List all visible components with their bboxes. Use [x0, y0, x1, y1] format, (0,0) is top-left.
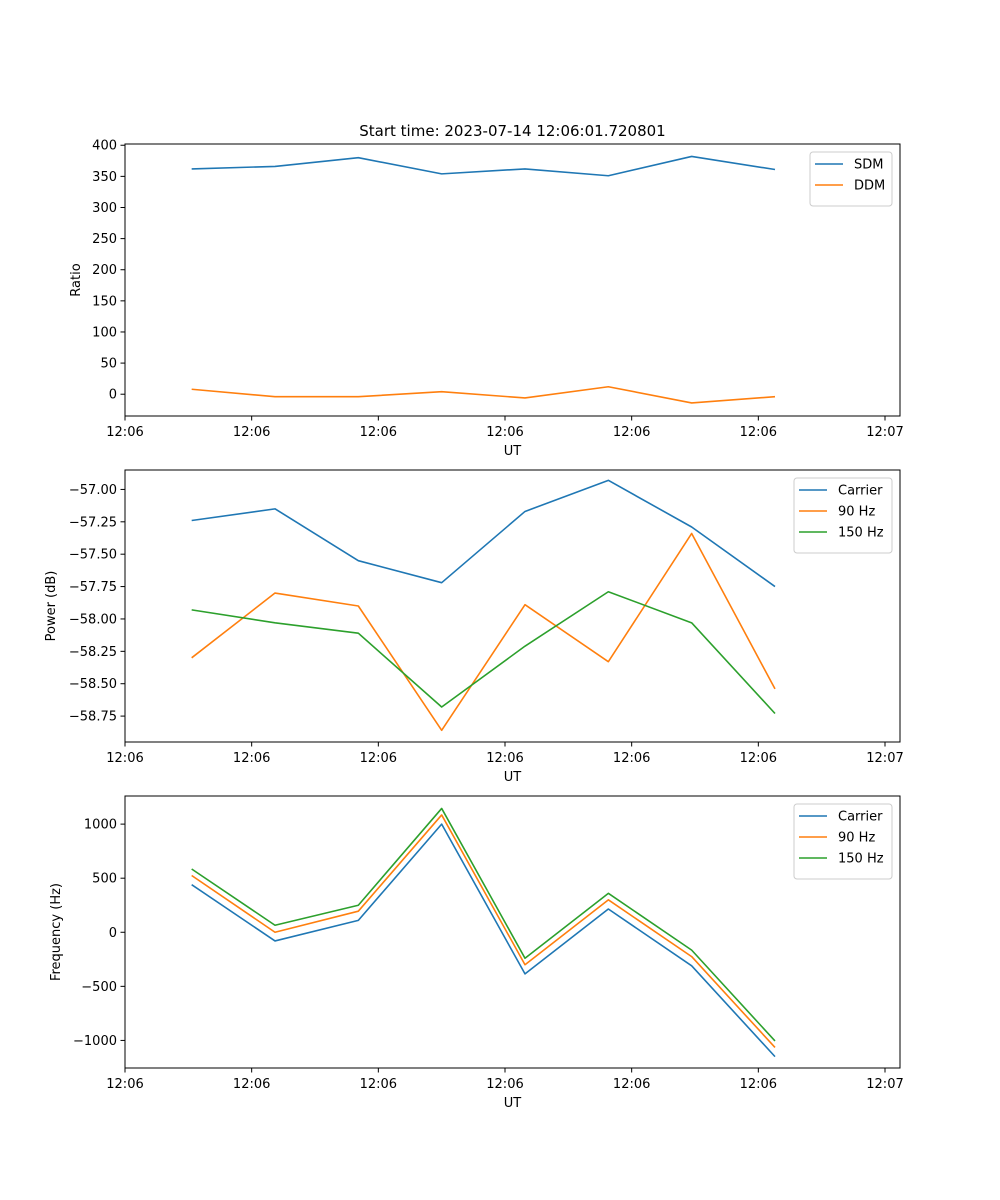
y-tick-label: 200	[92, 263, 117, 278]
y-tick-label: 150	[92, 294, 117, 309]
y-tick-label: −500	[81, 980, 117, 995]
y-tick-label: 250	[92, 232, 117, 247]
y-tick-label: 500	[92, 872, 117, 887]
axes-frame	[124, 143, 901, 417]
x-tick-label: 12:06	[613, 425, 650, 440]
x-tick-label: 12:07	[866, 425, 903, 440]
series-line-ddm	[191, 385, 776, 404]
x-axis-label: UT	[504, 444, 522, 459]
subplot-3: 12:06 12:06 12:06 12:06 12:06 12:06 12:07 −1000…	[49, 795, 904, 1111]
x-tick-label: 12:07	[866, 751, 903, 766]
x-tick-label: 12:06	[233, 751, 270, 766]
x-tick-label: 12:06	[106, 1077, 143, 1092]
series-line-90-hz	[191, 814, 776, 1048]
series-line-150-hz	[191, 590, 776, 715]
legend-box	[793, 803, 893, 880]
y-tick-label: −1000	[73, 1034, 117, 1049]
x-tick-label: 12:06	[486, 425, 523, 440]
legend-label: Carrier	[838, 810, 883, 825]
legend-label: 90 Hz	[838, 505, 875, 520]
x-tick-label: 12:06	[360, 1077, 397, 1092]
x-tick-label: 12:06	[613, 751, 650, 766]
y-tick-label: −58.75	[69, 710, 117, 725]
legend-box	[793, 477, 893, 554]
y-tick-label: −57.25	[69, 515, 117, 530]
y-tick-label: −58.00	[69, 612, 117, 627]
series-line-carrier	[191, 479, 776, 588]
y-tick-label: 400	[92, 139, 117, 154]
x-axis-label: UT	[504, 1096, 522, 1111]
x-tick-label: 12:06	[740, 425, 777, 440]
x-tick-label: 12:06	[486, 1077, 523, 1092]
chart-title: Start time: 2023-07-14 12:06:01.720801	[359, 122, 665, 140]
series-line-sdm	[191, 155, 776, 177]
legend-box	[809, 151, 893, 207]
y-tick-label: 0	[109, 926, 117, 941]
x-tick-label: 12:06	[486, 751, 523, 766]
legend-label: DDM	[854, 179, 885, 194]
axes-frame	[124, 469, 901, 743]
y-tick-label: 0	[109, 388, 117, 403]
y-tick-label: −57.75	[69, 580, 117, 595]
y-tick-label: 1000	[84, 818, 117, 833]
y-tick-label: −57.00	[69, 483, 117, 498]
y-tick-label: −58.25	[69, 645, 117, 660]
subplot-1: 12:06 12:06 12:06 12:06 12:06 12:06 12:07 0 50 10…	[69, 139, 904, 459]
y-tick-label: −58.50	[69, 677, 117, 692]
legend: Carrier 90 Hz 150 Hz	[793, 803, 893, 880]
x-tick-label: 12:06	[740, 1077, 777, 1092]
y-tick-label: −57.50	[69, 548, 117, 563]
legend-label: 90 Hz	[838, 831, 875, 846]
series-line-90-hz	[191, 532, 776, 732]
x-tick-label: 12:06	[360, 425, 397, 440]
x-tick-label: 12:06	[740, 751, 777, 766]
legend: Carrier 90 Hz 150 Hz	[793, 477, 893, 554]
x-tick-label: 12:06	[233, 425, 270, 440]
x-axis-label: UT	[504, 770, 522, 785]
y-axis-label: Power (dB)	[44, 571, 59, 642]
series-line-carrier	[191, 823, 776, 1058]
y-tick-label: 50	[100, 357, 117, 372]
x-tick-label: 12:07	[866, 1077, 903, 1092]
x-tick-label: 12:06	[106, 425, 143, 440]
subplots: 12:06 12:06 12:06 12:06 12:06 12:06 12:07 0 50 10…	[44, 139, 904, 1111]
x-tick-label: 12:06	[360, 751, 397, 766]
y-axis-label: Frequency (Hz)	[49, 883, 64, 981]
legend-label: 150 Hz	[838, 852, 884, 867]
legend-label: 150 Hz	[838, 526, 884, 541]
legend-label: Carrier	[838, 484, 883, 499]
subplot-2: 12:06 12:06 12:06 12:06 12:06 12:06 12:07 −58.7…	[44, 469, 904, 785]
y-tick-label: 350	[92, 170, 117, 185]
y-tick-label: 100	[92, 325, 117, 340]
legend: SDM DDM	[809, 151, 893, 207]
y-tick-label: 300	[92, 201, 117, 216]
series-line-150-hz	[191, 807, 776, 1042]
x-tick-label: 12:06	[613, 1077, 650, 1092]
y-axis-label: Ratio	[69, 263, 84, 296]
x-tick-label: 12:06	[106, 751, 143, 766]
legend-label: SDM	[854, 158, 883, 173]
x-tick-label: 12:06	[233, 1077, 270, 1092]
